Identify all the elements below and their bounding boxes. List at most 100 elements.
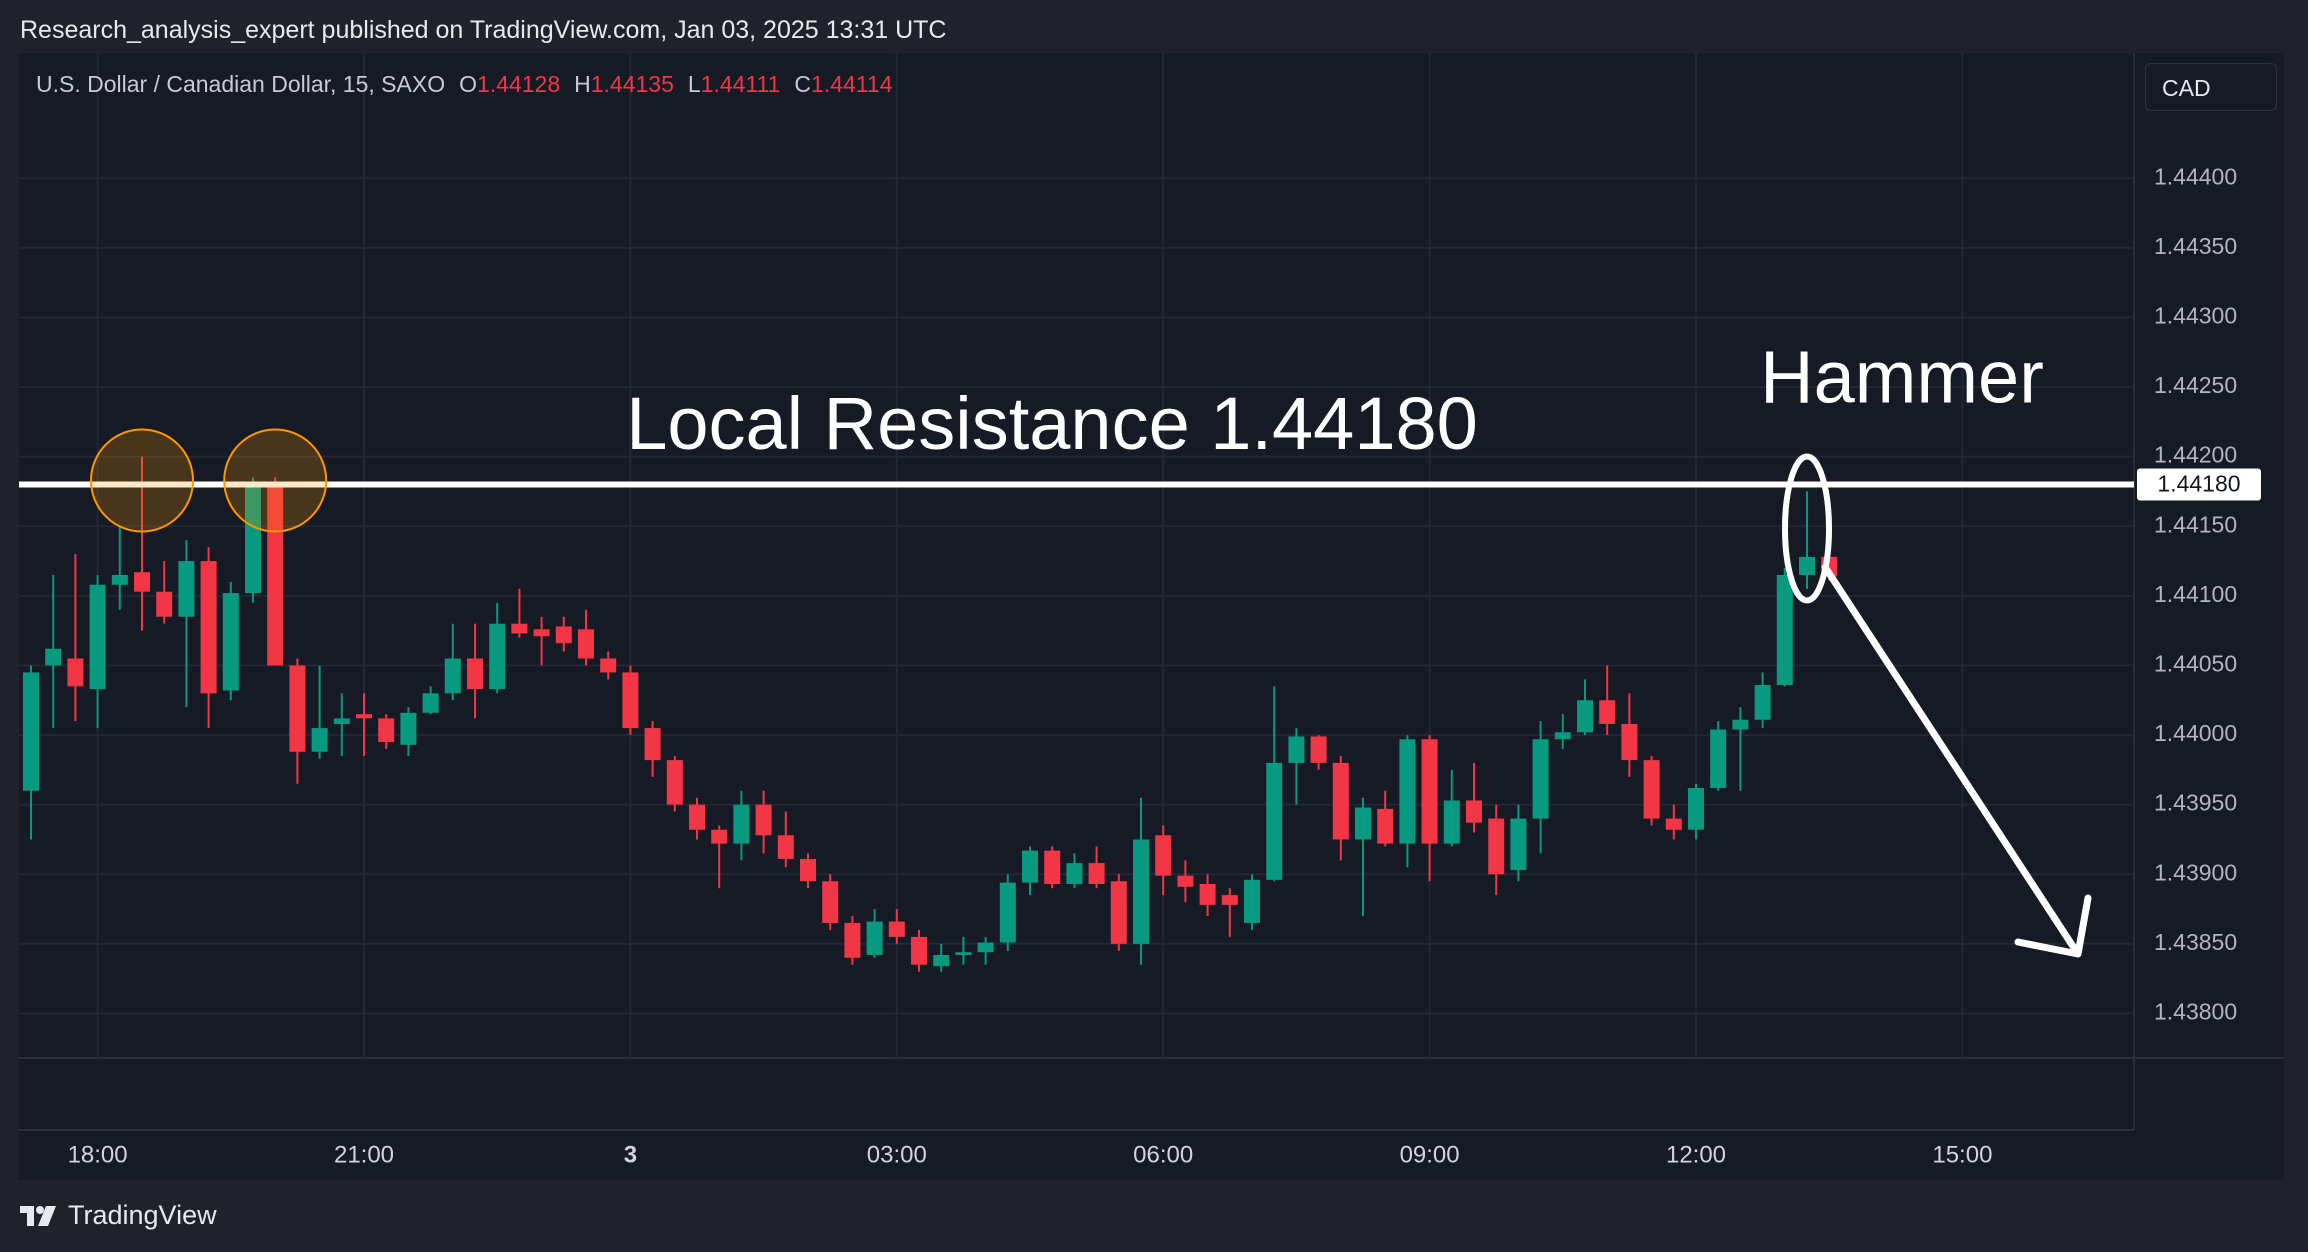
byline: Research_analysis_expert published on Tr…	[20, 16, 947, 44]
candle-body	[1621, 723, 1638, 761]
candle-body	[378, 718, 395, 743]
candle-body	[1088, 863, 1105, 885]
candle-body	[1799, 556, 1815, 575]
candle-body	[933, 954, 950, 967]
candle-body	[622, 672, 639, 729]
candle-body	[1510, 818, 1527, 871]
candle-body	[156, 591, 173, 617]
candle-body	[1554, 732, 1571, 740]
candle-body	[999, 882, 1016, 943]
candle-body	[533, 629, 550, 637]
hammer-ellipse	[1782, 453, 1832, 604]
candle-body	[777, 835, 794, 859]
candle-body	[1443, 800, 1460, 844]
candle-body	[178, 561, 195, 617]
brand-logo	[20, 1205, 56, 1226]
brand-name: TradingView	[68, 1200, 217, 1230]
candle-body	[1044, 850, 1061, 885]
y-tick-label: 1.44300	[2154, 303, 2237, 329]
candle-body	[1177, 875, 1194, 887]
brand: TradingView	[20, 1200, 217, 1231]
candle-body	[1310, 736, 1327, 763]
currency-button[interactable]: CAD	[2145, 63, 2277, 111]
candle-body	[23, 672, 39, 791]
candle-body	[644, 728, 661, 761]
y-tick-label: 1.44050	[2154, 651, 2237, 677]
candle-body	[1288, 736, 1305, 763]
down-arrow	[1821, 563, 2092, 958]
candle-body	[1599, 700, 1616, 724]
candle-body	[67, 658, 84, 687]
resistance-label: 1.44180	[2157, 471, 2240, 497]
y-tick-label: 1.44200	[2154, 442, 2237, 468]
chart-background	[19, 53, 2284, 1180]
ohlc-value: 1.44135	[590, 71, 674, 97]
candle-body	[1244, 879, 1260, 923]
y-tick-label: 1.44400	[2154, 163, 2237, 189]
candle-body	[333, 718, 350, 724]
candle-body	[1066, 863, 1083, 885]
legend: U.S. Dollar / Canadian Dollar, 15, SAXO …	[36, 71, 892, 98]
resistance-text: Local Resistance 1.44180	[626, 382, 1478, 465]
grid: 1.43800 1.43850 1.43900 1.43950 1.44000 1.440…	[19, 53, 2237, 1168]
y-tick-label: 1.44250	[2154, 372, 2237, 398]
highlight-circle	[223, 428, 328, 533]
annotations: 1.44180 Local Resistance 1.44180 Hammer	[19, 336, 2261, 604]
candle-body	[977, 942, 994, 953]
x-tick-label: 06:00	[1133, 1141, 1193, 1168]
candle-body	[955, 952, 972, 955]
candle-body	[356, 714, 372, 719]
candle-body	[1710, 729, 1727, 788]
candle-body	[467, 658, 483, 690]
ohlc-key: C	[794, 71, 812, 97]
candle-body	[1466, 800, 1482, 823]
candle-body	[311, 728, 328, 752]
x-tick-label: 03:00	[867, 1141, 927, 1168]
candle-body	[45, 648, 62, 666]
y-tick-label: 1.44100	[2154, 581, 2237, 607]
candle-body	[1488, 818, 1505, 875]
y-tick-label: 1.44150	[2154, 511, 2237, 537]
candle-body	[134, 572, 150, 592]
candle-body	[888, 921, 905, 937]
candle-body	[711, 829, 728, 844]
candle-body	[222, 593, 239, 691]
candle-body	[1110, 881, 1127, 944]
y-tick-label: 1.43900	[2154, 859, 2237, 885]
x-tick-label: 3	[624, 1141, 637, 1168]
x-tick-label: 18:00	[68, 1141, 128, 1168]
candle-body	[1732, 719, 1749, 730]
candle-body	[844, 922, 861, 958]
candle-body	[1665, 818, 1682, 830]
candle-body	[1688, 787, 1704, 830]
candle-body	[755, 804, 772, 836]
candles	[23, 456, 1838, 972]
y-tick-label: 1.44350	[2154, 233, 2237, 259]
ohlc-value: 1.44128	[476, 71, 561, 97]
candle-body	[1399, 739, 1416, 844]
candle-body	[1022, 850, 1038, 883]
highlight-circle	[90, 428, 194, 533]
candle-body	[1421, 739, 1438, 844]
candle-body	[1577, 700, 1593, 733]
candle-body	[555, 626, 572, 644]
candle-body	[822, 881, 839, 923]
candle-body	[1221, 895, 1238, 905]
candle-body	[422, 693, 439, 713]
y-tick-label: 1.43950	[2154, 790, 2237, 816]
candle-body	[489, 623, 506, 690]
ohlc-value: 1.44114	[811, 71, 893, 97]
x-tick-label: 09:00	[1400, 1141, 1460, 1168]
candle-body	[689, 804, 705, 830]
candle-body	[1332, 762, 1349, 840]
ohlc-key: H	[574, 71, 591, 97]
ohlc-key: L	[687, 71, 701, 97]
candle-body	[1377, 808, 1394, 844]
candle-body	[400, 712, 417, 745]
candle-body	[1133, 839, 1149, 944]
y-tick-label: 1.43850	[2154, 929, 2237, 955]
candle-body	[444, 658, 461, 694]
x-tick-label: 12:00	[1666, 1141, 1726, 1168]
